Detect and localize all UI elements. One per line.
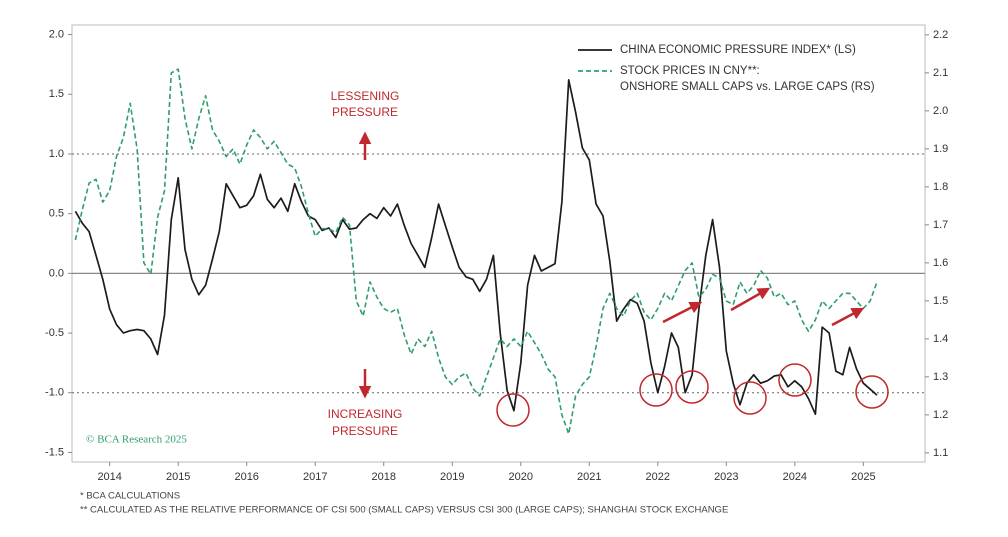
highlight-circles bbox=[496, 363, 889, 427]
series-line bbox=[74, 68, 878, 435]
x-tick-label: 2016 bbox=[234, 471, 258, 483]
y-tick-label: 0.5 bbox=[49, 208, 64, 220]
x-tick-label: 2015 bbox=[166, 471, 190, 483]
x-tick-label: 2023 bbox=[714, 471, 738, 483]
footnote: ** CALCULATED AS THE RELATIVE PERFORMANC… bbox=[80, 505, 728, 516]
y2-tick-label: 2.0 bbox=[933, 105, 948, 117]
circle bbox=[855, 375, 889, 409]
y2-tick-label: 2.1 bbox=[933, 67, 948, 79]
y2-tick-label: 1.1 bbox=[933, 447, 948, 459]
y2-tick-label: 1.6 bbox=[933, 257, 948, 269]
y2-tick-label: 1.3 bbox=[933, 371, 948, 383]
y2-tick-label: 2.2 bbox=[933, 29, 948, 41]
circle bbox=[496, 393, 530, 427]
legend: CHINA ECONOMIC PRESSURE INDEX* (LS) STOCK… bbox=[578, 44, 875, 93]
y2-tick-label: 1.7 bbox=[933, 219, 948, 231]
annotation: PRESSURE bbox=[332, 424, 398, 438]
circle bbox=[675, 370, 709, 404]
credit: © BCA Research 2025 bbox=[86, 434, 187, 446]
series-line bbox=[74, 79, 878, 416]
x-tick-label: 2022 bbox=[646, 471, 670, 483]
y2-tick-label: 1.4 bbox=[933, 333, 948, 345]
legend-label: ONSHORE SMALL CAPS vs. LARGE CAPS (RS) bbox=[620, 81, 875, 93]
series bbox=[74, 68, 878, 435]
circle bbox=[778, 363, 812, 397]
trend-arrows bbox=[358, 131, 865, 399]
arrow bbox=[662, 301, 703, 324]
y2-tick-label: 1.9 bbox=[933, 143, 948, 155]
legend-label: CHINA ECONOMIC PRESSURE INDEX* (LS) bbox=[620, 44, 856, 56]
x-tick-label: 2019 bbox=[440, 471, 464, 483]
y-tick-label: -1.0 bbox=[45, 387, 64, 399]
y-tick-label: 2.0 bbox=[49, 28, 64, 40]
circle bbox=[733, 381, 767, 415]
annotation: PRESSURE bbox=[332, 105, 398, 119]
x-tick-label: 2021 bbox=[577, 471, 601, 483]
arrow bbox=[730, 287, 771, 312]
x-tick-label: 2018 bbox=[371, 471, 395, 483]
y-tick-label: 1.0 bbox=[49, 148, 64, 160]
arrow bbox=[831, 307, 865, 327]
y2-tick-label: 1.2 bbox=[933, 409, 948, 421]
y2-tick-label: 1.8 bbox=[933, 181, 948, 193]
x-tick-label: 2025 bbox=[851, 471, 875, 483]
y-tick-label: 0.0 bbox=[49, 267, 64, 279]
y-tick-label: -0.5 bbox=[45, 327, 64, 339]
x-tick-label: 2014 bbox=[97, 471, 121, 483]
annotation: INCREASING bbox=[328, 407, 403, 421]
x-tick-label: 2017 bbox=[303, 471, 327, 483]
legend-label: STOCK PRICES IN CNY**: bbox=[620, 65, 760, 77]
y2-tick-label: 1.5 bbox=[933, 295, 948, 307]
footnote: * BCA CALCULATIONS bbox=[80, 491, 180, 502]
circle bbox=[639, 373, 673, 407]
x-tick-label: 2020 bbox=[509, 471, 533, 483]
y-tick-label: 1.5 bbox=[49, 88, 64, 100]
reference-lines bbox=[72, 153, 925, 394]
x-tick-label: 2024 bbox=[783, 471, 807, 483]
plot-frame bbox=[71, 24, 926, 463]
y-tick-label: -1.5 bbox=[45, 446, 64, 458]
annotation: LESSENING bbox=[331, 89, 400, 103]
